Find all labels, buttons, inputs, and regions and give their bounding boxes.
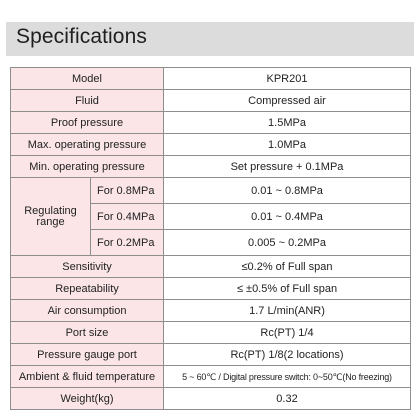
row-label-port-size: Port size xyxy=(10,321,164,344)
row-value-air-consumption: 1.7 L/min(ANR) xyxy=(163,299,411,322)
row-value-model: KPR201 xyxy=(163,67,411,90)
table-row: Regulating range For 0.8MPa 0.01 ~ 0.8MP… xyxy=(10,177,411,256)
row-value-ambient-fluid-temperature: 5 ~ 60℃ / Digital pressure switch: 0~50℃… xyxy=(163,365,411,388)
row-label-max-operating-pressure: Max. operating pressure xyxy=(10,133,164,156)
row-value-min-operating-pressure: Set pressure + 0.1MPa xyxy=(163,155,411,178)
row-value-sensitivity: ≤0.2% of Full span xyxy=(163,255,411,278)
row-value-fluid: Compressed air xyxy=(163,89,411,112)
regulating-value: 0.01 ~ 0.8MPa xyxy=(163,177,411,204)
row-label-repeatability: Repeatability xyxy=(10,277,164,300)
regulating-condition: For 0.4MPa xyxy=(90,203,164,230)
table-row: Proof pressure 1.5MPa xyxy=(10,111,411,134)
table-row: Max. operating pressure 1.0MPa xyxy=(10,133,411,156)
regulating-value: 0.005 ~ 0.2MPa xyxy=(163,229,411,256)
row-label-sensitivity: Sensitivity xyxy=(10,255,164,278)
row-label-ambient-fluid-temperature: Ambient & fluid temperature xyxy=(10,365,164,388)
row-label-air-consumption: Air consumption xyxy=(10,299,164,322)
table-row: Weight(kg) 0.32 xyxy=(10,387,411,410)
table-row: Fluid Compressed air xyxy=(10,89,411,112)
row-value-repeatability: ≤ ±0.5% of Full span xyxy=(163,277,411,300)
row-label-fluid: Fluid xyxy=(10,89,164,112)
section-title: Specifications xyxy=(16,25,147,48)
regulating-condition: For 0.2MPa xyxy=(90,229,164,256)
table-row: For 0.4MPa 0.01 ~ 0.4MPa xyxy=(11,203,411,230)
row-label-proof-pressure: Proof pressure xyxy=(10,111,164,134)
table-row: Pressure gauge port Rc(PT) 1/8(2 locatio… xyxy=(10,343,411,366)
row-label-pressure-gauge-port: Pressure gauge port xyxy=(10,343,164,366)
section-title-bar: Specifications xyxy=(6,22,414,56)
table-row: Ambient & fluid temperature 5 ~ 60℃ / Di… xyxy=(10,365,411,388)
table-row: Min. operating pressure Set pressure + 0… xyxy=(10,155,411,178)
row-label-regulating-range: Regulating range xyxy=(10,177,91,256)
table-row: Sensitivity ≤0.2% of Full span xyxy=(10,255,411,278)
table-row: For 0.2MPa 0.005 ~ 0.2MPa xyxy=(11,229,411,256)
row-value-proof-pressure: 1.5MPa xyxy=(163,111,411,134)
row-label-weight: Weight(kg) xyxy=(10,387,164,410)
row-value-pressure-gauge-port: Rc(PT) 1/8(2 locations) xyxy=(163,343,411,366)
table-row: Model KPR201 xyxy=(10,67,411,90)
specifications-table: Model KPR201 Fluid Compressed air Proof … xyxy=(10,67,411,410)
row-label-model: Model xyxy=(10,67,164,90)
row-value-weight: 0.32 xyxy=(163,387,411,410)
table-row: Port size Rc(PT) 1/4 xyxy=(10,321,411,344)
row-value-max-operating-pressure: 1.0MPa xyxy=(163,133,411,156)
row-value-port-size: Rc(PT) 1/4 xyxy=(163,321,411,344)
row-label-min-operating-pressure: Min. operating pressure xyxy=(10,155,164,178)
regulating-condition: For 0.8MPa xyxy=(90,177,164,204)
table-row: Repeatability ≤ ±0.5% of Full span xyxy=(10,277,411,300)
table-row: Air consumption 1.7 L/min(ANR) xyxy=(10,299,411,322)
regulating-value: 0.01 ~ 0.4MPa xyxy=(163,203,411,230)
